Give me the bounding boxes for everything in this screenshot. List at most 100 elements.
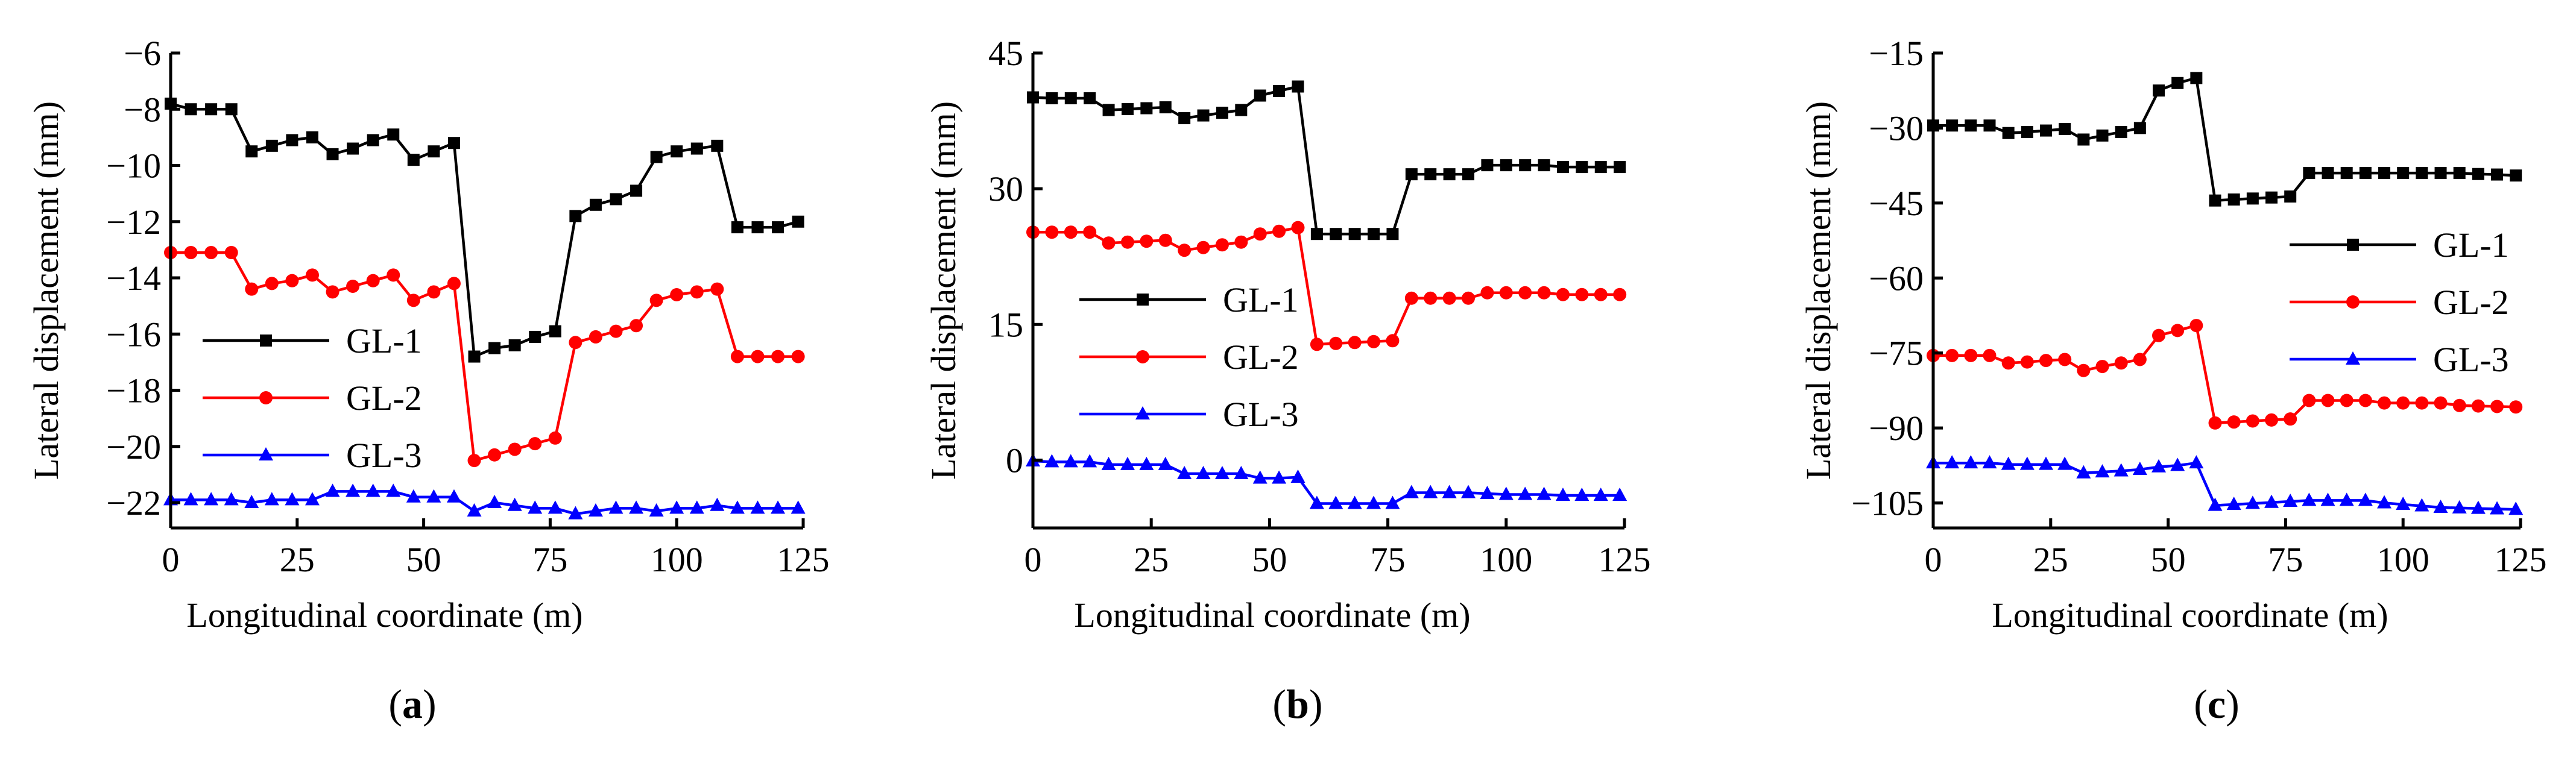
data-point [1140,234,1154,248]
series-gl-2 [1026,221,1627,351]
data-point [2322,167,2334,180]
data-point [1045,225,1059,239]
data-point [347,142,359,155]
legend-entry-gl-1: GL-1 [1079,280,1299,319]
data-point [1946,119,1959,132]
data-point [286,134,298,146]
x-tick-label: 0 [1024,540,1042,579]
data-point [1328,495,1343,509]
data-point [2246,414,2259,428]
series-gl-3 [163,483,806,520]
x-tick-label: 75 [2268,540,2303,579]
data-point [1159,101,1172,114]
data-point [529,330,541,343]
data-point [1594,287,1608,301]
data-point [1442,485,1457,498]
chart-panel-c: 0 25 50 75 100 125 −105 −90 −75 −60 −45 −30 −15 Longi… [1799,34,2547,727]
data-point [1519,159,1532,172]
data-point [1462,291,1476,305]
data-point [792,215,804,228]
data-point [2414,498,2429,512]
data-point [245,282,259,296]
data-point [1216,107,1228,119]
data-point [367,134,379,146]
data-point [245,145,258,158]
data-point [2283,494,2298,507]
data-point [2340,394,2353,407]
data-point [2434,167,2447,180]
data-point [608,500,623,514]
y-tick-label: −8 [124,90,161,129]
series-gl-1 [165,97,804,363]
chart-panel-a: 0 25 50 75 100 125 −22 −20 −18 −16 −14 −12 −10 −8 −6 Lo… [27,34,830,727]
series-line-gl-1 [1032,84,1620,236]
data-point [1983,119,1996,132]
data-point [2133,353,2147,366]
data-point [2378,167,2391,180]
data-point [2133,122,2146,134]
data-point [2358,492,2373,506]
legend-marker [260,335,272,347]
data-point [791,500,806,514]
data-point [2096,129,2109,142]
data-point [244,495,259,509]
data-point [2189,455,2204,469]
data-point [427,285,441,299]
data-point [670,287,684,301]
data-point [2039,354,2053,368]
legend-label: GL-2 [1223,338,1299,377]
data-point [2452,398,2466,412]
y-tick-label: 0 [1006,441,1023,480]
data-point [528,500,543,514]
data-point [305,268,319,282]
data-point [1196,465,1211,479]
data-point [630,184,643,197]
legend-label: GL-2 [346,378,422,418]
series-gl-3 [1026,453,1627,509]
data-point [710,282,724,296]
data-point [771,350,785,363]
data-point [690,142,703,155]
data-point [1101,456,1116,470]
data-point [1084,92,1096,105]
data-point [1945,455,1960,469]
data-point [224,246,238,260]
legend-entry-gl-2: GL-2 [2290,283,2509,322]
legend-label: GL-1 [1223,280,1299,319]
x-tick-label: 0 [1925,540,1942,579]
data-point [1462,168,1475,181]
data-point [1330,228,1342,240]
data-point [446,489,461,503]
data-point [185,103,197,116]
panel-label: (b) [1272,681,1322,727]
data-point [1083,225,1097,239]
x-tick-label: 100 [651,540,703,579]
data-point [2359,167,2372,180]
data-point [2378,396,2391,410]
data-point [751,350,765,363]
x-tick-label: 125 [777,540,830,579]
data-point [2434,396,2448,410]
data-point [326,148,339,160]
data-point [2490,400,2504,413]
data-point [2415,396,2429,410]
data-point [1538,159,1550,172]
data-point [2077,363,2091,377]
data-point [2208,416,2222,430]
data-point [671,145,683,158]
data-point [387,128,400,141]
data-point [1139,456,1154,470]
x-tick-label: 125 [1599,540,1651,579]
data-point [1254,89,1266,102]
data-point [447,277,461,291]
data-point [1964,348,1978,362]
y-tick-label: −16 [106,315,161,354]
data-point [406,294,420,307]
data-point [650,151,663,163]
data-point [589,330,602,344]
y-tick-label: 30 [988,169,1023,209]
data-point [1140,102,1153,115]
data-point [2151,459,2167,473]
y-tick-label: −105 [1851,484,1924,523]
data-point [1518,486,1533,500]
